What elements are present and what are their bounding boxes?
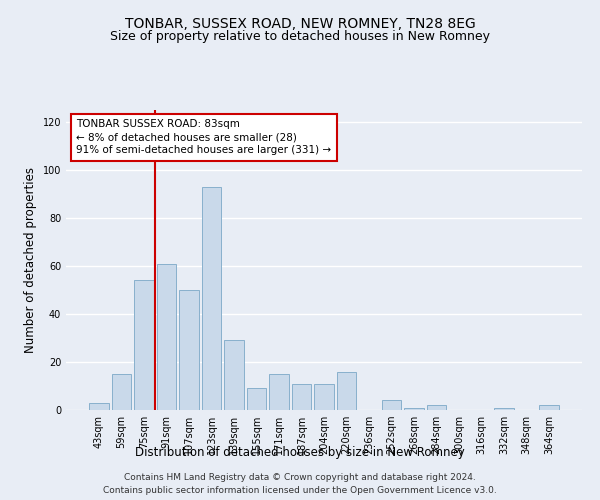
Bar	[269, 374, 289, 410]
Bar	[337, 372, 356, 410]
Text: TONBAR, SUSSEX ROAD, NEW ROMNEY, TN28 8EG: TONBAR, SUSSEX ROAD, NEW ROMNEY, TN28 8E…	[125, 18, 475, 32]
Bar	[247, 388, 266, 410]
Text: Distribution of detached houses by size in New Romney: Distribution of detached houses by size …	[135, 446, 465, 459]
Bar	[314, 384, 334, 410]
Bar	[494, 408, 514, 410]
Bar	[179, 290, 199, 410]
Bar	[112, 374, 131, 410]
Bar	[404, 408, 424, 410]
Bar	[382, 400, 401, 410]
Bar	[89, 403, 109, 410]
Bar	[134, 280, 154, 410]
Bar	[539, 405, 559, 410]
Bar	[292, 384, 311, 410]
Text: TONBAR SUSSEX ROAD: 83sqm
← 8% of detached houses are smaller (28)
91% of semi-d: TONBAR SUSSEX ROAD: 83sqm ← 8% of detach…	[76, 119, 331, 156]
Text: Contains HM Land Registry data © Crown copyright and database right 2024.
Contai: Contains HM Land Registry data © Crown c…	[103, 474, 497, 495]
Bar	[202, 187, 221, 410]
Bar	[427, 405, 446, 410]
Bar	[157, 264, 176, 410]
Text: Size of property relative to detached houses in New Romney: Size of property relative to detached ho…	[110, 30, 490, 43]
Y-axis label: Number of detached properties: Number of detached properties	[24, 167, 37, 353]
Bar	[224, 340, 244, 410]
